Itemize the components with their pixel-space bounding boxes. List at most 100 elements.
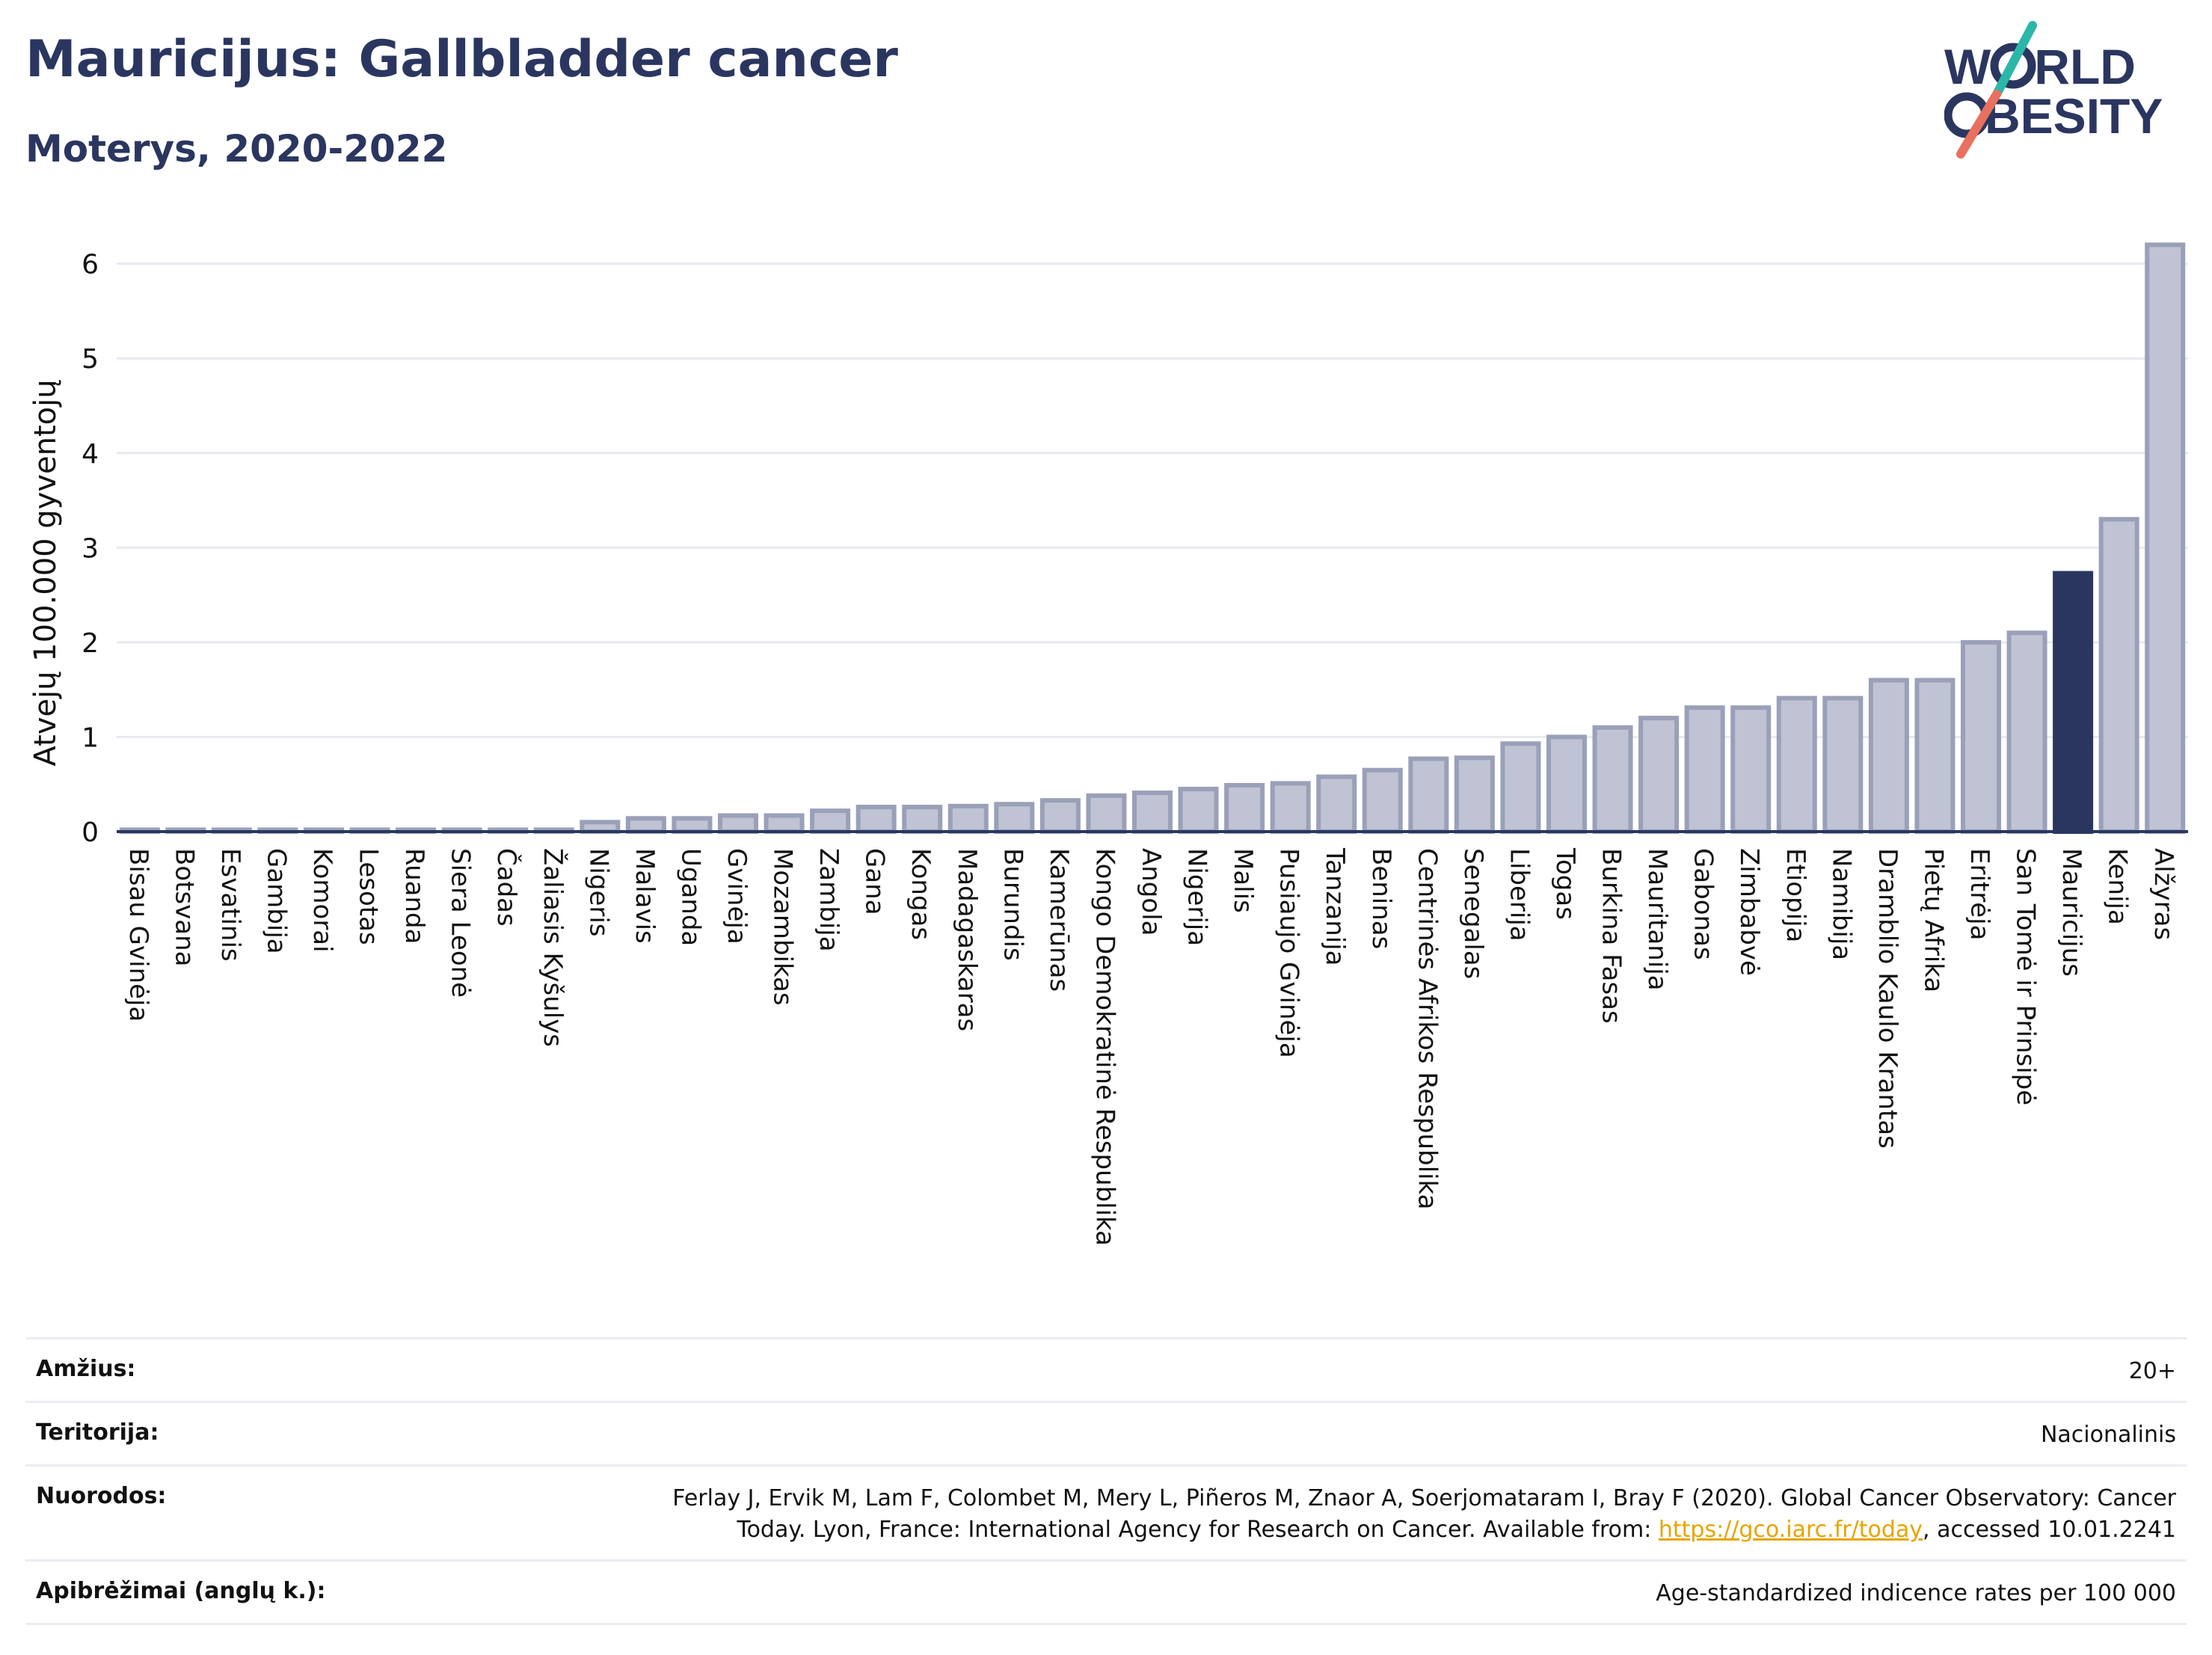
chart-subtitle: Moterys, 2020-2022 — [25, 127, 448, 171]
x-tick-label: Kongo Demokratinė Respublika — [1090, 848, 1119, 1246]
x-tick-label: Togas — [1550, 847, 1580, 920]
y-tick-label: 1 — [82, 722, 99, 753]
x-tick-label: Pietų Afrika — [1918, 848, 1948, 992]
bar-28 — [1362, 767, 1403, 834]
x-tick-label: Žaliasis Kyšulys — [538, 848, 568, 1047]
bar-39 — [1868, 678, 1909, 834]
x-tick-label: Kenija — [2103, 848, 2133, 925]
y-axis-label: Atvejų 100.000 gyventojų — [28, 379, 63, 766]
x-tick-label: Gana — [860, 848, 890, 915]
x-tick-label: Esvatinis — [215, 848, 245, 962]
y-tick-label: 0 — [82, 817, 99, 848]
x-tick-label: Mauritanija — [1642, 848, 1672, 991]
bar-27 — [1316, 774, 1357, 834]
info-value-references: Ferlay J, Ervik M, Lam F, Colombet M, Me… — [606, 1483, 2176, 1546]
x-tick-label: San Tomė ir Prinsipė — [2011, 848, 2041, 1105]
logo-slash-teal — [1992, 21, 2037, 99]
info-table: Amžius: 20+ Teritorija: Nacionalinis Nuo… — [25, 1337, 2187, 1625]
bar-16 — [810, 808, 851, 834]
bar-13 — [672, 816, 713, 834]
bar-38 — [1822, 696, 1864, 834]
y-tick-label: 4 — [82, 439, 99, 470]
x-tick-label: Gabonas — [1689, 848, 1718, 960]
x-tick-label: Tanzanija — [1320, 847, 1350, 965]
x-tick-label: Gvinėja — [722, 848, 752, 945]
bar-41 — [1960, 639, 2002, 834]
x-tick-label: Kamerūnas — [1044, 848, 1074, 992]
x-tick-label: Gambija — [261, 848, 291, 954]
x-tick-label: Burkina Fasas — [1597, 848, 1626, 1024]
info-label-references: Nuorodos: — [36, 1483, 167, 1509]
x-tick-label: Pusiaujo Gvinėja — [1274, 848, 1304, 1058]
bar-26 — [1270, 781, 1311, 834]
info-value-age: 20+ — [2128, 1358, 2176, 1384]
y-tick-label: 2 — [82, 628, 99, 659]
bar-30 — [1454, 755, 1495, 834]
logo-slash-coral — [1956, 90, 2001, 159]
reference-accessed: , accessed 10.01.2241 — [1923, 1517, 2176, 1543]
x-tick-label: Bisau Gvinėja — [123, 848, 153, 1022]
x-tick-label: Botsvana — [169, 848, 199, 967]
bar-29 — [1408, 756, 1449, 834]
bar-31 — [1500, 741, 1541, 834]
x-tick-label: Ruanda — [399, 848, 429, 944]
bar-21 — [1039, 798, 1081, 834]
x-tick-label: Dramblio Kaulo Krantas — [1872, 848, 1902, 1149]
x-tick-label: Siera Leonė — [446, 848, 476, 998]
info-value-definitions: Age-standardized indicence rates per 100… — [1656, 1580, 2176, 1606]
reference-text: Ferlay J, Ervik M, Lam F, Colombet M, Me… — [672, 1485, 2176, 1543]
bar-34 — [1638, 716, 1680, 834]
info-row-territory: Teritorija: Nacionalinis — [25, 1401, 2187, 1464]
x-tick-label: Angola — [1136, 848, 1166, 936]
x-tick-label: Eritrėja — [1964, 848, 1994, 940]
chart-title: Mauricijus: Gallbladder cancer — [25, 30, 898, 89]
grid-lines — [117, 262, 2188, 738]
x-tick-label: Liberija — [1504, 848, 1534, 942]
info-row-references: Nuorodos: Ferlay J, Ervik M, Lam F, Colo… — [25, 1464, 2187, 1559]
y-tick-label: 6 — [82, 250, 99, 280]
x-tick-label: Malis — [1228, 848, 1258, 913]
bar-43 — [2053, 571, 2094, 834]
logo-text-world: W RLD — [1944, 39, 2136, 94]
logo-text-obesity: BESITY — [1985, 88, 2163, 144]
logo-o-top — [1990, 43, 2036, 89]
info-row-definitions: Apibrėžimai (anglų k.): Age-standardized… — [25, 1559, 2187, 1625]
bar-12 — [625, 816, 666, 834]
reference-link[interactable]: https://gco.iarc.fr/today — [1658, 1517, 1923, 1543]
x-tick-label: Lesotas — [354, 848, 384, 945]
bar-15 — [764, 813, 805, 834]
bar-42 — [2006, 630, 2047, 834]
info-row-age: Amžius: 20+ — [25, 1337, 2187, 1401]
bar-20 — [994, 802, 1035, 834]
x-tick-label: Madagaskaras — [952, 848, 982, 1031]
x-tick-label: Kongas — [906, 848, 936, 940]
info-value-territory: Nacionalinis — [2040, 1422, 2176, 1448]
bar-14 — [717, 813, 759, 834]
bar-25 — [1224, 782, 1265, 834]
x-tick-label: Mozambikas — [768, 848, 798, 1006]
x-tick-label: Alžyras — [2148, 848, 2178, 940]
x-tick-label: Mauricijus — [2056, 848, 2086, 977]
bar-32 — [1546, 734, 1588, 834]
x-tick-label: Etiopija — [1781, 848, 1810, 942]
x-tick-label: Komorai — [307, 848, 337, 953]
bar-18 — [902, 805, 943, 834]
y-tick-label: 5 — [82, 344, 99, 375]
info-label-definitions: Apibrėžimai (anglų k.): — [36, 1578, 326, 1604]
x-tick-label: Senegalas — [1458, 848, 1488, 979]
x-tick-label: Beninas — [1366, 848, 1396, 949]
x-tick-label: Uganda — [675, 848, 705, 946]
x-tick-label: Nigerija — [1182, 848, 1212, 946]
x-tick-label: Nigeris — [583, 848, 613, 937]
bar-35 — [1684, 705, 1725, 834]
bars — [119, 242, 2186, 834]
y-tick-label: 3 — [82, 533, 99, 564]
info-label-territory: Teritorija: — [36, 1419, 159, 1446]
bar-33 — [1592, 725, 1633, 834]
x-tick-label: Centrinės Afrikos Respublika — [1412, 848, 1442, 1209]
bar-chart: 0 1 2 3 4 5 6 Bisau Gvinėja Botsvana Esvatinis Ga… — [28, 242, 2188, 1246]
x-tick-label: Čadas — [491, 848, 522, 927]
bar-23 — [1131, 790, 1173, 834]
world-obesity-logo: W RLD BESITY — [1944, 21, 2163, 159]
x-tick-label: Malavis — [630, 848, 660, 944]
